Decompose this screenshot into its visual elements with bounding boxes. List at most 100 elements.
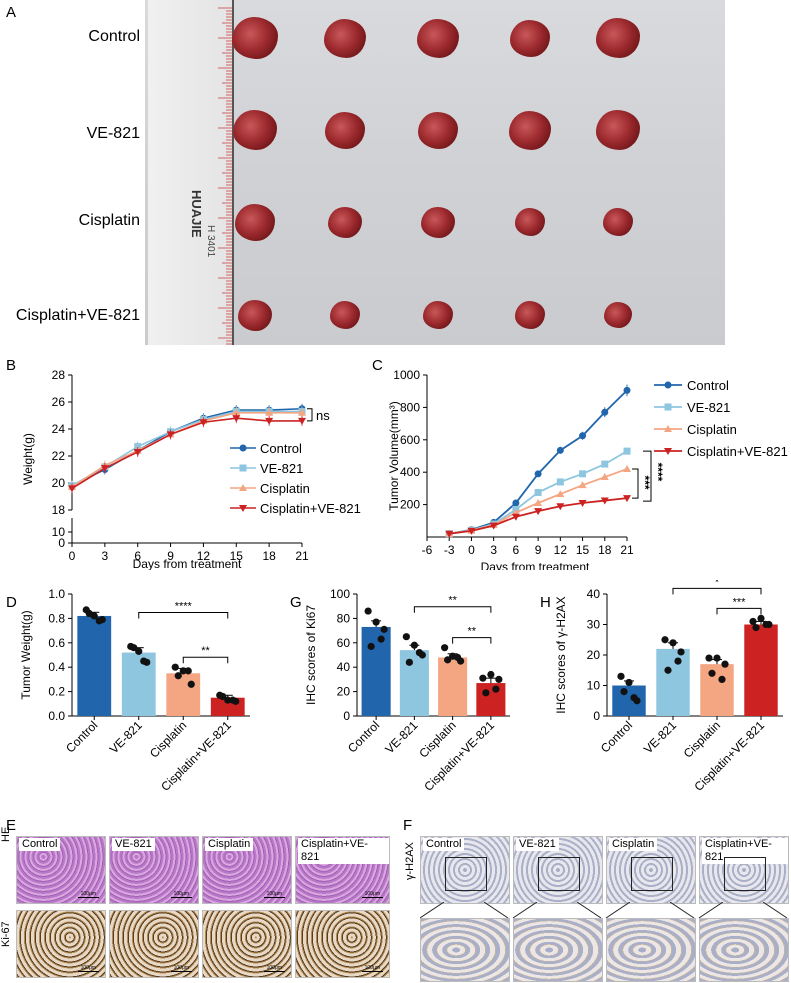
legend-marker xyxy=(239,464,247,472)
data-point xyxy=(749,617,757,626)
row-label-ve821: VE-821 xyxy=(86,125,140,142)
tumor-specimen xyxy=(515,301,545,329)
x-tick-label: 15 xyxy=(576,543,590,557)
data-point xyxy=(534,508,543,516)
y-tick-label: 100 xyxy=(330,587,350,601)
panel-label-g: G xyxy=(290,594,302,611)
legend-label: Cisplatin+VE-821 xyxy=(687,444,788,459)
bar-2 xyxy=(438,657,468,716)
y-tick-label: 60 xyxy=(337,636,351,650)
data-point xyxy=(623,495,631,503)
data-point xyxy=(623,386,631,394)
h2ax-zoom-control xyxy=(420,918,510,982)
data-point xyxy=(95,617,103,625)
h2ax-zoom-ve821 xyxy=(513,918,603,982)
y-tick-label: 24 xyxy=(52,422,66,436)
tumor-specimen xyxy=(423,301,453,329)
legend-marker xyxy=(239,505,247,512)
data-point xyxy=(130,644,138,652)
y-tick-label: 200 xyxy=(400,498,420,512)
bar-2 xyxy=(700,664,734,716)
data-point xyxy=(174,672,182,680)
bar-3 xyxy=(744,624,778,716)
x-tick-label: Control xyxy=(63,718,100,755)
legend-label: Cisplatin xyxy=(260,481,310,496)
data-point xyxy=(556,490,565,498)
y-tick-label: 1.0 xyxy=(48,587,65,601)
data-point xyxy=(708,669,716,677)
data-point xyxy=(512,499,520,507)
data-point xyxy=(600,473,609,481)
series-1 xyxy=(445,447,631,538)
x-tick-label: 0 xyxy=(468,543,475,557)
tumor-specimen xyxy=(596,110,640,150)
data-point xyxy=(415,648,423,657)
data-point xyxy=(298,417,306,425)
data-point xyxy=(140,657,148,665)
data-point xyxy=(467,527,476,535)
he-image-ve821: VE-821 100μm xyxy=(109,836,199,904)
y-tick-label: 0.8 xyxy=(48,611,65,625)
data-point xyxy=(184,667,192,675)
data-point xyxy=(444,656,452,664)
panel-label-c: C xyxy=(372,357,383,374)
y-tick-label: 0 xyxy=(593,709,600,723)
tumor-specimen xyxy=(238,299,272,331)
sig-label: ** xyxy=(467,626,476,638)
y-tick-label: 0 xyxy=(343,709,350,723)
he-image-cisplatin: Cisplatin 100μm xyxy=(202,836,292,904)
h2ax-image-ve821: VE-821 xyxy=(513,836,603,904)
data-point xyxy=(661,636,669,644)
sig-bracket xyxy=(413,606,492,613)
ki67-image-combo: 100μm xyxy=(295,910,390,978)
x-tick-label: 9 xyxy=(167,549,174,563)
y-tick-label: 1000 xyxy=(393,368,420,382)
data-point xyxy=(495,675,503,683)
y-tick-label: 28 xyxy=(52,368,66,382)
tumor-specimen xyxy=(510,19,550,57)
ruler: HUAJIE H 3401 xyxy=(148,0,234,345)
y-tick-label: 0.2 xyxy=(48,685,65,699)
x-tick-label: 6 xyxy=(134,549,141,563)
h2ax-image-control: Control xyxy=(420,836,510,904)
panel-label-h: H xyxy=(540,594,551,611)
x-tick-label: Cisplatin xyxy=(147,718,189,760)
data-point xyxy=(492,685,500,693)
tumor-weight-chart: 0.0 0.2 0.4 0.6 0.8 1.0 Tumor Weight(g) Control… xyxy=(19,587,250,794)
y-tick-label: 0.6 xyxy=(48,636,65,650)
x-tick-label: VE-821 xyxy=(641,718,679,756)
x-tick-label: Control xyxy=(598,718,635,755)
data-point xyxy=(623,447,631,455)
y-axis-label: Tumor Volume(mm³) xyxy=(387,401,401,511)
y-tick-label: 800 xyxy=(400,400,420,414)
legend-marker xyxy=(239,444,247,452)
series-3 xyxy=(445,495,631,538)
ns-label: ns xyxy=(316,408,330,423)
x-tick-label: 9 xyxy=(535,543,542,557)
y-tick-label: 80 xyxy=(337,611,351,625)
data-point xyxy=(630,694,638,702)
data-point xyxy=(620,688,628,696)
x-tick-label: Cisplatin xyxy=(681,718,723,760)
y-tick-label: 40 xyxy=(587,587,601,601)
sig-bracket xyxy=(182,656,229,664)
data-point xyxy=(623,464,631,472)
y-axis-label: IHC scores of Ki67 xyxy=(304,605,318,705)
he-image-control: Control 100μm xyxy=(16,836,106,904)
data-point xyxy=(511,513,520,521)
data-point xyxy=(199,419,208,427)
data-point xyxy=(232,408,241,416)
data-point xyxy=(187,680,195,688)
ki67-chart: 0 20 40 60 80 100 IHC scores of Ki67 Control VE-… xyxy=(304,587,510,794)
h2ax-zoom-cisplatin xyxy=(606,918,696,982)
bar-0 xyxy=(77,615,112,716)
ki67-image-control: 100μm xyxy=(16,910,106,978)
row-label-h2ax: γ-H2AX xyxy=(404,842,416,880)
x-axis-label: Days from treatment xyxy=(481,560,590,570)
h2ax-image-cisplatin: Cisplatin xyxy=(606,836,696,904)
sig-label: *** xyxy=(733,596,747,608)
data-point xyxy=(482,689,490,697)
x-tick-label: -6 xyxy=(422,543,433,557)
y-tick-label: 600 xyxy=(400,433,420,447)
data-point xyxy=(410,641,418,649)
